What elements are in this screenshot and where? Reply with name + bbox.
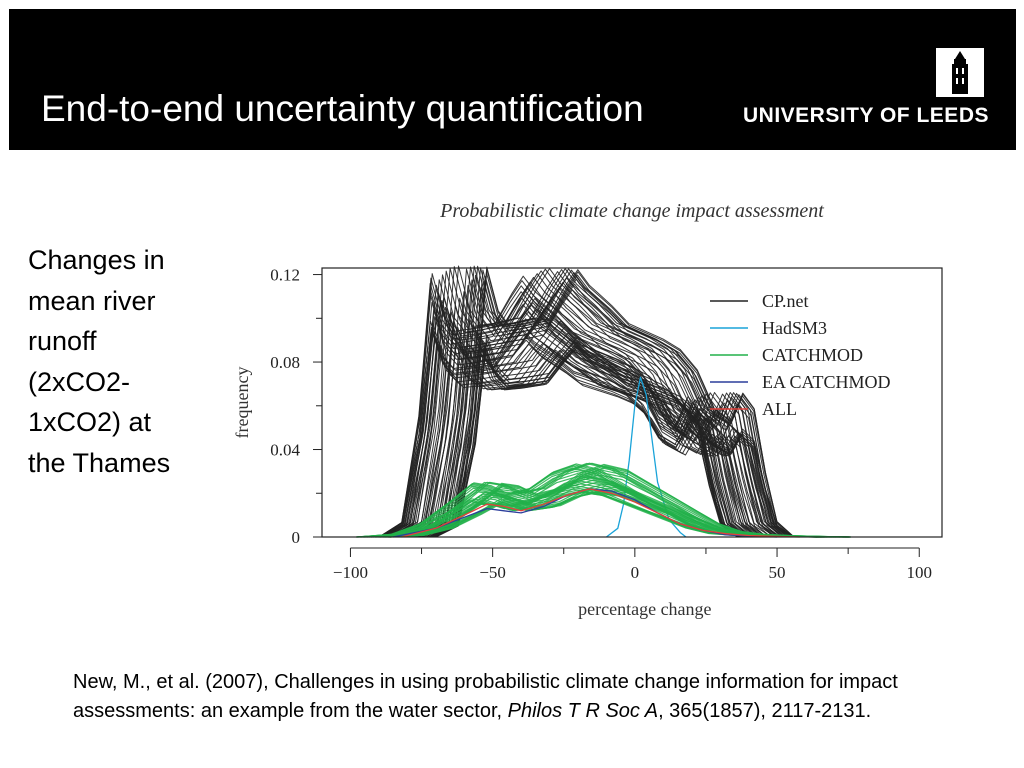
- university-logo-text: UNIVERSITY OF LEEDS: [743, 104, 989, 127]
- series-line-cp-net: [387, 279, 747, 538]
- series-line-cp-net: [391, 274, 751, 538]
- series-line-cp-net: [382, 308, 742, 538]
- series-line-cp-net: [400, 340, 760, 538]
- series-line-catchmod: [388, 467, 849, 538]
- x-tick-label: 50: [769, 563, 786, 582]
- series-line-cp-net: [378, 288, 738, 538]
- series-all: [401, 488, 800, 538]
- x-tick-label: 100: [906, 563, 932, 582]
- series-line-cp-net: [433, 344, 792, 538]
- series-line-cp-net: [384, 284, 744, 538]
- y-tick-label: 0.08: [270, 353, 300, 372]
- citation-rest: , 365(1857), 2117-2131.: [658, 700, 872, 722]
- legend-label: EA CATCHMOD: [762, 372, 891, 392]
- university-tower-logo-icon: [936, 48, 984, 97]
- legend-label: CATCHMOD: [762, 345, 863, 365]
- legend-label: HadSM3: [762, 318, 827, 338]
- chart-legend: CP.net HadSM3 CATCHMOD EA CATCHMOD ALL: [710, 291, 891, 419]
- series-line-cp-net: [422, 265, 782, 538]
- series-line-cp-net: [406, 326, 766, 538]
- series-line-cp-net: [429, 267, 789, 538]
- legend-label: ALL: [762, 399, 797, 419]
- y-tick-label: 0.04: [270, 441, 300, 460]
- series-line-cp-net: [379, 327, 739, 538]
- slide-title: End-to-end uncertainty quantification: [41, 88, 644, 129]
- series-line-all: [401, 488, 800, 538]
- citation-journal: Philos T R Soc A: [507, 700, 659, 722]
- series-line-cp-net: [426, 265, 786, 538]
- series-line-cp-net: [413, 348, 773, 538]
- chart-caption: Changes in mean river runoff (2xCO2-1xCO…: [28, 245, 171, 478]
- x-tick-label: −50: [479, 563, 506, 582]
- series-line-cp-net: [424, 274, 783, 538]
- series-line-cp-net: [419, 266, 779, 538]
- series-line-cp-net: [427, 347, 787, 538]
- series-line-cp-net: [420, 279, 780, 538]
- citation: New, M., et al. (2007), Challenges in us…: [73, 668, 993, 726]
- x-tick-label: −100: [333, 563, 368, 582]
- y-axis-label: frequency: [232, 367, 252, 439]
- y-tick-label: 0.12: [270, 266, 300, 285]
- x-tick-label: 0: [631, 563, 640, 582]
- series-line-cp-net: [430, 348, 790, 538]
- title-bar: End-to-end uncertainty quantification UN…: [9, 9, 1016, 150]
- series-line-cp-net: [394, 270, 754, 538]
- legend-label: CP.net: [762, 291, 809, 311]
- series-line-cp-net: [412, 291, 772, 538]
- y-tick-label: 0: [292, 528, 301, 547]
- series-line-cp-net: [435, 266, 795, 538]
- series-line-cp-net: [409, 346, 768, 538]
- series-line-cp-net: [416, 285, 776, 538]
- chart: 0 0.04 0.08 0.12 −100 −50 0 50 100 percentage cha…: [232, 200, 943, 619]
- citation-text: New, M., et al. (2007), Challenges in us…: [73, 671, 898, 722]
- series-cp-net: [378, 265, 795, 538]
- chart-title: Probabilistic climate change impact asse…: [439, 200, 824, 222]
- series-line-cp-net: [415, 268, 775, 538]
- series-line-cp-net: [435, 268, 795, 538]
- x-axis-label: percentage change: [578, 599, 711, 619]
